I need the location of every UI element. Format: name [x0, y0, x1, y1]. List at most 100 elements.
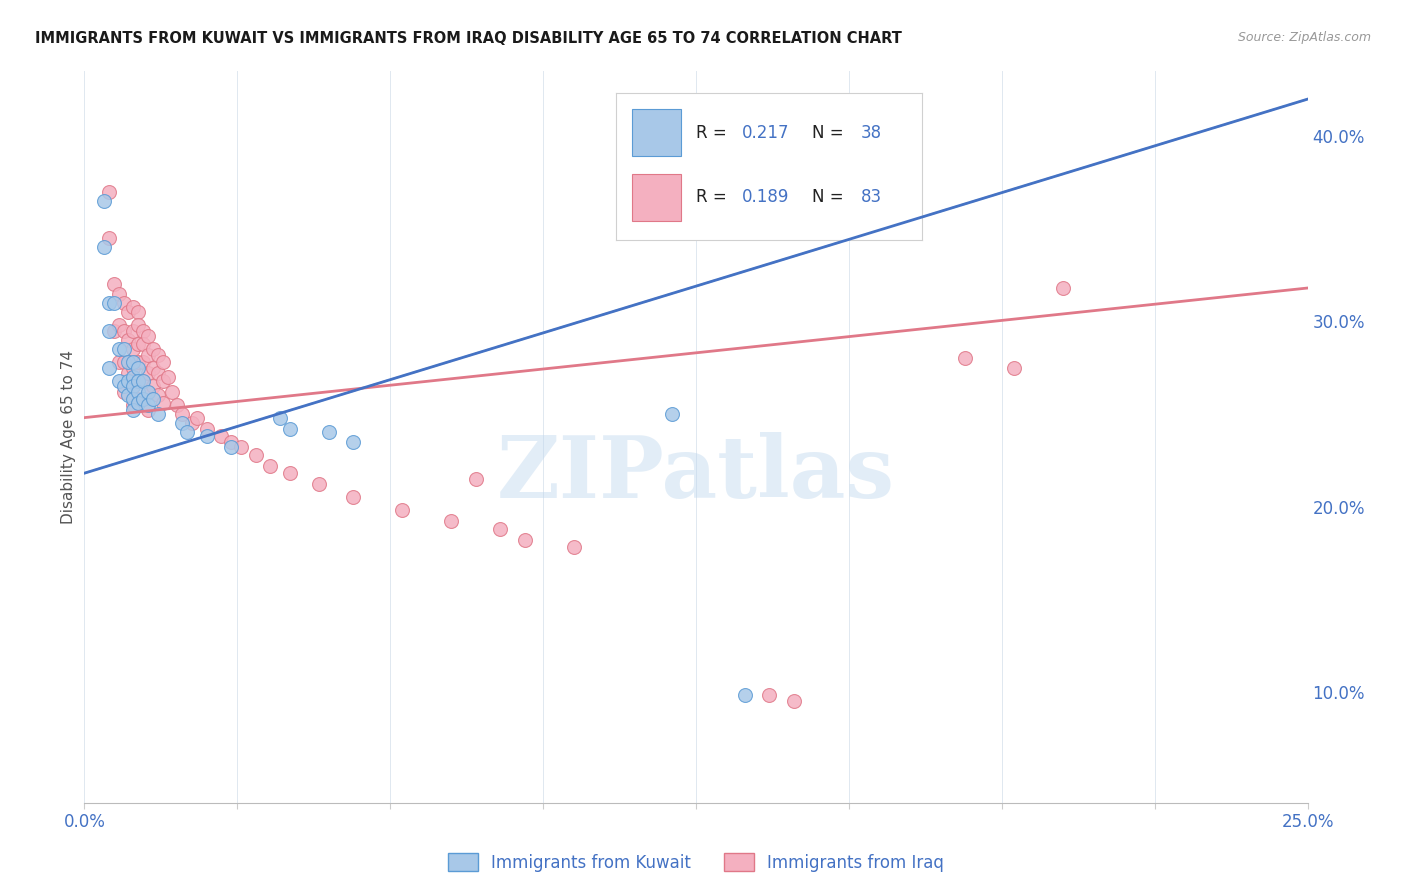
Point — [136, 398, 159, 412]
Text: Source: ZipAtlas.com: Source: ZipAtlas.com — [1237, 31, 1371, 45]
Point — [103, 324, 125, 338]
Point — [103, 295, 125, 310]
Point — [117, 305, 139, 319]
Point — [166, 398, 188, 412]
Point — [513, 533, 536, 547]
Point — [107, 342, 129, 356]
Point — [172, 407, 194, 421]
Point — [112, 295, 135, 310]
Point — [117, 374, 139, 388]
Point — [318, 425, 340, 440]
Point — [132, 392, 155, 406]
Point — [186, 410, 208, 425]
Point — [142, 379, 165, 393]
Legend: Immigrants from Kuwait, Immigrants from Iraq: Immigrants from Kuwait, Immigrants from … — [441, 847, 950, 879]
Point — [308, 477, 330, 491]
Point — [97, 360, 120, 375]
Text: IMMIGRANTS FROM KUWAIT VS IMMIGRANTS FROM IRAQ DISABILITY AGE 65 TO 74 CORRELATI: IMMIGRANTS FROM KUWAIT VS IMMIGRANTS FRO… — [35, 31, 903, 46]
Point — [146, 348, 169, 362]
Point — [127, 396, 149, 410]
Point — [136, 329, 159, 343]
Point — [112, 324, 135, 338]
Point — [278, 422, 301, 436]
Point — [1002, 360, 1025, 375]
Point — [127, 336, 149, 351]
Point — [783, 694, 806, 708]
Point — [122, 379, 145, 393]
Point — [146, 407, 169, 421]
Point — [953, 351, 976, 366]
Point — [107, 355, 129, 369]
Point — [122, 355, 145, 369]
Point — [122, 324, 145, 338]
Point — [342, 490, 364, 504]
Text: ZIPatlas: ZIPatlas — [496, 432, 896, 516]
Point — [93, 194, 115, 208]
Point — [219, 434, 242, 449]
Point — [122, 300, 145, 314]
Point — [127, 318, 149, 332]
Point — [342, 434, 364, 449]
Point — [127, 384, 149, 399]
Point — [122, 403, 145, 417]
Point — [122, 370, 145, 384]
Point — [152, 355, 174, 369]
Point — [734, 689, 756, 703]
Point — [278, 466, 301, 480]
Point — [117, 355, 139, 369]
Point — [136, 384, 159, 399]
Point — [127, 392, 149, 406]
Point — [136, 384, 159, 399]
Point — [440, 514, 463, 528]
Point — [146, 388, 169, 402]
Point — [758, 689, 780, 703]
Point — [136, 366, 159, 380]
Point — [122, 342, 145, 356]
Point — [219, 440, 242, 454]
Point — [229, 440, 252, 454]
Point — [259, 458, 281, 473]
Point — [127, 360, 149, 375]
Point — [127, 305, 149, 319]
Point — [127, 374, 149, 388]
Point — [122, 392, 145, 406]
Point — [112, 384, 135, 399]
Point — [107, 286, 129, 301]
Point — [117, 388, 139, 402]
Point — [127, 374, 149, 388]
Point — [127, 355, 149, 369]
Point — [93, 240, 115, 254]
Point — [132, 336, 155, 351]
Point — [391, 503, 413, 517]
Point — [107, 318, 129, 332]
Point — [152, 396, 174, 410]
Point — [562, 541, 585, 555]
Point — [464, 472, 486, 486]
Point — [132, 374, 155, 388]
Point — [97, 295, 120, 310]
Point — [97, 324, 120, 338]
Point — [132, 355, 155, 369]
Point — [146, 366, 169, 380]
Point — [245, 448, 267, 462]
Point — [195, 422, 218, 436]
Point — [176, 425, 198, 440]
Point — [195, 429, 218, 443]
Point — [112, 379, 135, 393]
Point — [142, 360, 165, 375]
Point — [136, 403, 159, 417]
Point — [209, 429, 232, 443]
Point — [1052, 281, 1074, 295]
Point — [142, 392, 165, 406]
Point — [156, 370, 179, 384]
Point — [489, 522, 512, 536]
Point — [122, 360, 145, 375]
Point — [132, 374, 155, 388]
Point — [103, 277, 125, 292]
Point — [142, 342, 165, 356]
Point — [172, 416, 194, 430]
Point — [136, 348, 159, 362]
Point — [152, 374, 174, 388]
Point — [112, 342, 135, 356]
Point — [132, 324, 155, 338]
